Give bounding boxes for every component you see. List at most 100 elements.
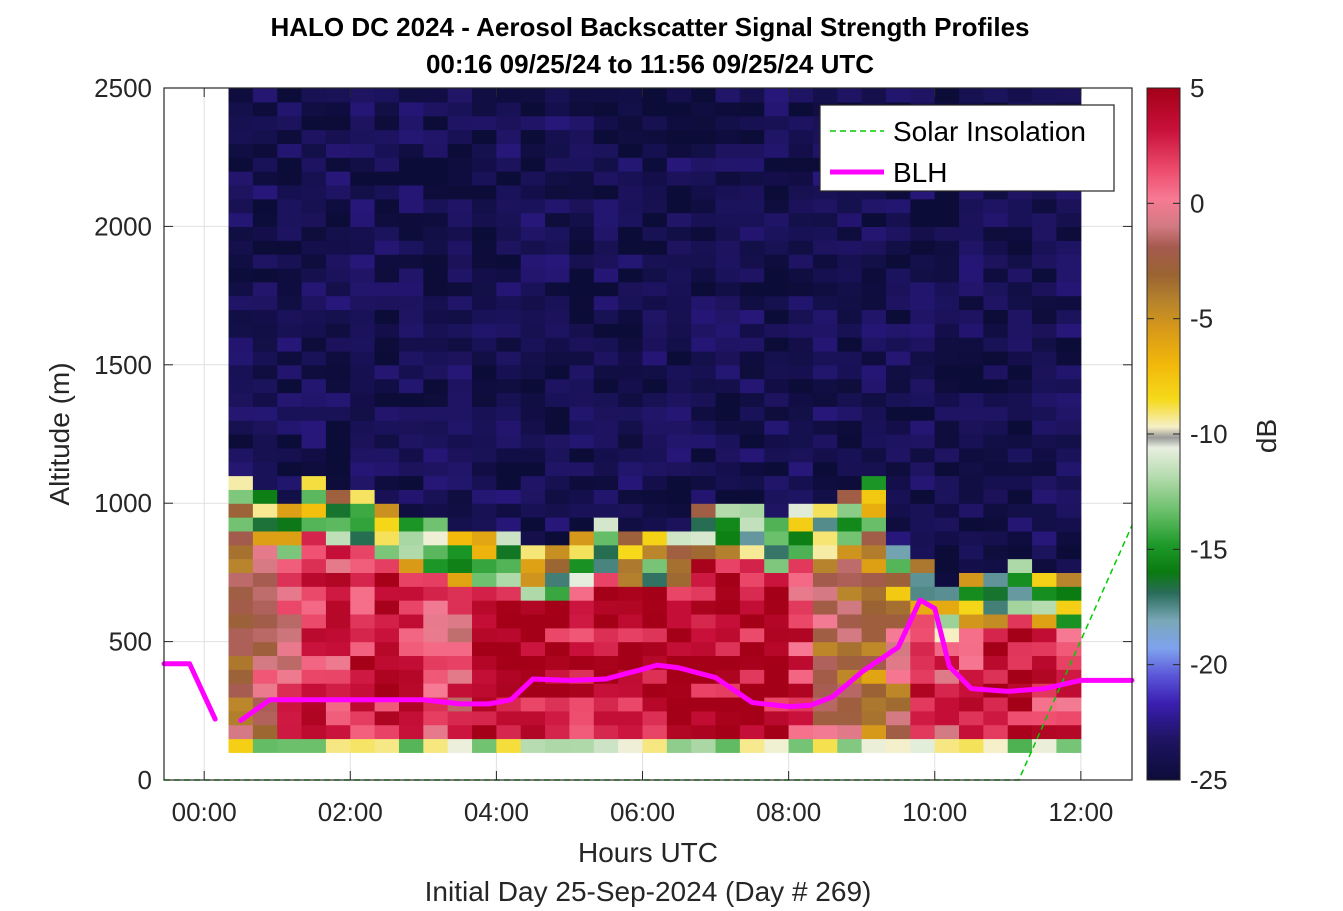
heatmap-cell bbox=[593, 613, 619, 629]
heatmap-cell bbox=[691, 240, 717, 255]
heatmap-cell bbox=[910, 281, 936, 297]
heatmap-cell bbox=[837, 627, 863, 643]
heatmap-cell bbox=[983, 544, 1009, 560]
heatmap-cell bbox=[520, 530, 546, 546]
heatmap-cell bbox=[959, 655, 984, 670]
heatmap-cell bbox=[764, 655, 790, 670]
heatmap-cell bbox=[959, 378, 984, 394]
heatmap-cell bbox=[277, 710, 303, 726]
heatmap-cell bbox=[788, 420, 814, 435]
heatmap-cell bbox=[301, 254, 327, 269]
heatmap-cell bbox=[1007, 198, 1033, 214]
heatmap-cell bbox=[1056, 295, 1082, 311]
heatmap-cell bbox=[642, 447, 668, 463]
heatmap-cell bbox=[837, 641, 863, 657]
heatmap-cell bbox=[788, 627, 814, 643]
heatmap-cell bbox=[545, 226, 571, 241]
heatmap-cell bbox=[812, 627, 838, 643]
heatmap-cell bbox=[934, 198, 960, 214]
heatmap-cell bbox=[812, 544, 838, 560]
heatmap-cell bbox=[618, 613, 644, 629]
heatmap-cell bbox=[910, 461, 936, 477]
heatmap-cell bbox=[496, 212, 522, 227]
heatmap-cell bbox=[642, 323, 668, 338]
heatmap-cell bbox=[666, 323, 692, 338]
heatmap-cell bbox=[739, 489, 765, 504]
heatmap-cell bbox=[252, 212, 278, 227]
heatmap-cell bbox=[861, 254, 887, 269]
heatmap-cell bbox=[447, 115, 473, 131]
heatmap-cell bbox=[837, 655, 863, 670]
heatmap-cell bbox=[520, 544, 546, 560]
heatmap-cell bbox=[983, 212, 1009, 227]
heatmap-cell bbox=[520, 171, 546, 186]
heatmap-cell bbox=[447, 489, 473, 504]
heatmap-cell bbox=[252, 406, 278, 421]
heatmap-cell bbox=[837, 475, 863, 490]
heatmap-cell bbox=[666, 434, 692, 449]
heatmap-cell bbox=[837, 364, 863, 380]
heatmap-cell bbox=[910, 738, 936, 753]
colorbar-tick-label: -20 bbox=[1190, 650, 1228, 680]
heatmap-cell bbox=[739, 254, 765, 269]
heatmap-cell bbox=[374, 724, 400, 740]
heatmap-cell bbox=[374, 683, 400, 698]
heatmap-cell bbox=[398, 420, 424, 435]
heatmap-cell bbox=[496, 240, 522, 255]
heatmap-cell bbox=[277, 683, 303, 698]
heatmap-cell bbox=[837, 267, 863, 283]
heatmap-cell bbox=[885, 558, 911, 573]
heatmap-cell bbox=[569, 171, 595, 186]
heatmap-cell bbox=[447, 586, 473, 601]
heatmap-cell bbox=[325, 503, 351, 518]
heatmap-cell bbox=[1007, 337, 1033, 352]
heatmap-cell bbox=[545, 600, 571, 615]
heatmap-cell bbox=[934, 434, 960, 449]
heatmap-cell bbox=[934, 88, 960, 103]
heatmap-cell bbox=[472, 323, 497, 338]
heatmap-cell bbox=[642, 267, 668, 283]
heatmap-cell bbox=[228, 267, 254, 283]
heatmap-cell bbox=[788, 530, 814, 546]
heatmap-cell bbox=[252, 184, 278, 200]
heatmap-cell bbox=[569, 267, 595, 283]
heatmap-cell bbox=[277, 503, 303, 518]
heatmap-cell bbox=[1007, 226, 1033, 241]
heatmap-cell bbox=[593, 212, 619, 227]
heatmap-cell bbox=[812, 724, 838, 740]
heatmap-cell bbox=[739, 461, 765, 477]
heatmap-cell bbox=[788, 115, 814, 131]
heatmap-cell bbox=[252, 586, 278, 601]
heatmap-cell bbox=[398, 267, 424, 283]
heatmap-cell bbox=[277, 281, 303, 297]
heatmap-cell bbox=[472, 88, 497, 103]
heatmap-cell bbox=[837, 212, 863, 227]
heatmap-cell bbox=[569, 503, 595, 518]
heatmap-cell bbox=[934, 503, 960, 518]
heatmap-cell bbox=[447, 184, 473, 200]
heatmap-cell bbox=[398, 392, 424, 407]
heatmap-cell bbox=[520, 461, 546, 477]
heatmap-cell bbox=[764, 281, 790, 297]
heatmap-cell bbox=[642, 738, 668, 753]
heatmap-cell bbox=[496, 350, 522, 366]
heatmap-cell bbox=[350, 88, 376, 103]
heatmap-cell bbox=[691, 184, 717, 200]
heatmap-cell bbox=[1032, 655, 1058, 670]
heatmap-cell bbox=[569, 420, 595, 435]
heatmap-cell bbox=[666, 267, 692, 283]
heatmap-cell bbox=[691, 212, 717, 227]
heatmap-cell bbox=[885, 489, 911, 504]
heatmap-cell bbox=[277, 129, 303, 144]
heatmap-cell bbox=[788, 669, 814, 684]
heatmap-cell bbox=[691, 517, 717, 532]
heatmap-cell bbox=[350, 544, 376, 560]
heatmap-cell bbox=[764, 88, 790, 103]
heatmap-cell bbox=[398, 613, 424, 629]
heatmap-cell bbox=[1007, 254, 1033, 269]
heatmap-cell bbox=[666, 240, 692, 255]
heatmap-cell bbox=[1056, 572, 1082, 587]
heatmap-cell bbox=[301, 129, 327, 144]
heatmap-cell bbox=[642, 309, 668, 324]
heatmap-cell bbox=[447, 378, 473, 394]
